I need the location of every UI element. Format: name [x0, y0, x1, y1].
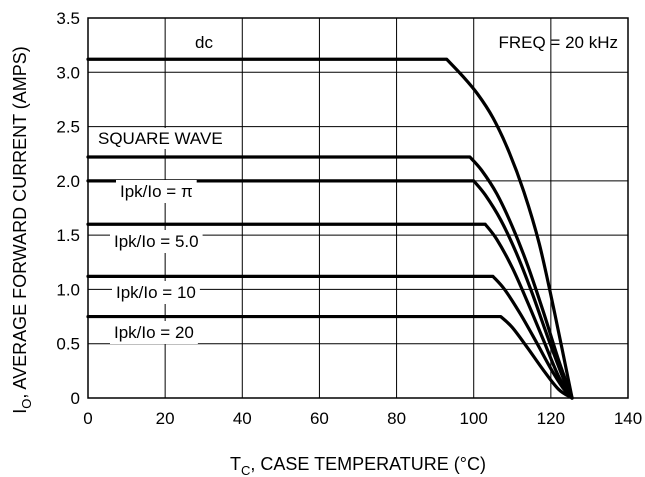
ratio-5-label: Ipk/Io = 5.0 — [114, 232, 199, 251]
curve-r20 — [86, 314, 574, 400]
x-tick-label: 100 — [460, 409, 488, 428]
ratio-pi-label: Ipk/Io = π — [120, 182, 193, 201]
y-tick-label: 2.5 — [56, 118, 80, 137]
ratio-5-label-bg — [110, 230, 203, 253]
x-tick-label: 60 — [310, 409, 329, 428]
square-wave-label-bg — [94, 128, 227, 149]
y-title-subscript: O — [19, 399, 34, 409]
ratio-10-label-bg — [112, 281, 200, 304]
x-title-rest: , CASE TEMPERATURE (°C) — [250, 454, 486, 474]
freq-annotation: FREQ = 20 kHz — [498, 33, 618, 52]
ratio-20-label-bg — [110, 321, 198, 344]
y-axis-title: IO, AVERAGE FORWARD CURRENT (AMPS) — [10, 46, 34, 414]
x-tick-label: 80 — [387, 409, 406, 428]
pi-label-bg — [116, 180, 197, 203]
curve-square — [86, 155, 574, 400]
annotations: FREQ = 20 kHz dc SQUARE WAVE Ipk/Io = π … — [94, 33, 618, 344]
dc-label: dc — [195, 33, 213, 52]
ratio-20-label: Ipk/Io = 20 — [114, 323, 194, 342]
y-tick-label: 1.0 — [56, 280, 80, 299]
y-tick-label: 2.0 — [56, 172, 80, 191]
x-tick-label: 120 — [537, 409, 565, 428]
curve-dc — [86, 57, 574, 400]
y-tick-label: 0.5 — [56, 335, 80, 354]
x-tick-label: 0 — [83, 409, 92, 428]
tick-labels: 0 20 40 60 80 100 120 140 0 0.5 1.0 1.5 2.0 2.5 3.0 3.5 — [56, 9, 642, 428]
y-title-main: I — [10, 409, 30, 414]
curve-r10 — [86, 274, 574, 400]
x-title-subscript: C — [241, 463, 250, 477]
x-tick-label: 40 — [233, 409, 252, 428]
curve-r5 — [86, 222, 574, 400]
ratio-10-label: Ipk/Io = 10 — [116, 283, 196, 302]
x-axis-title: TC, CASE TEMPERATURE (°C) — [230, 454, 486, 477]
x-tick-label: 140 — [614, 409, 642, 428]
x-tick-label: 20 — [156, 409, 175, 428]
curves — [86, 57, 574, 400]
y-title-rest: , AVERAGE FORWARD CURRENT (AMPS) — [10, 46, 30, 398]
plot-frame — [87, 17, 629, 399]
square-wave-label: SQUARE WAVE — [98, 129, 223, 148]
y-tick-label: 1.5 — [56, 226, 80, 245]
curve-pi — [86, 179, 574, 400]
y-tick-label: 0 — [71, 389, 80, 408]
x-title-main: T — [230, 454, 241, 474]
y-tick-label: 3.0 — [56, 63, 80, 82]
y-tick-label: 3.5 — [56, 9, 80, 28]
